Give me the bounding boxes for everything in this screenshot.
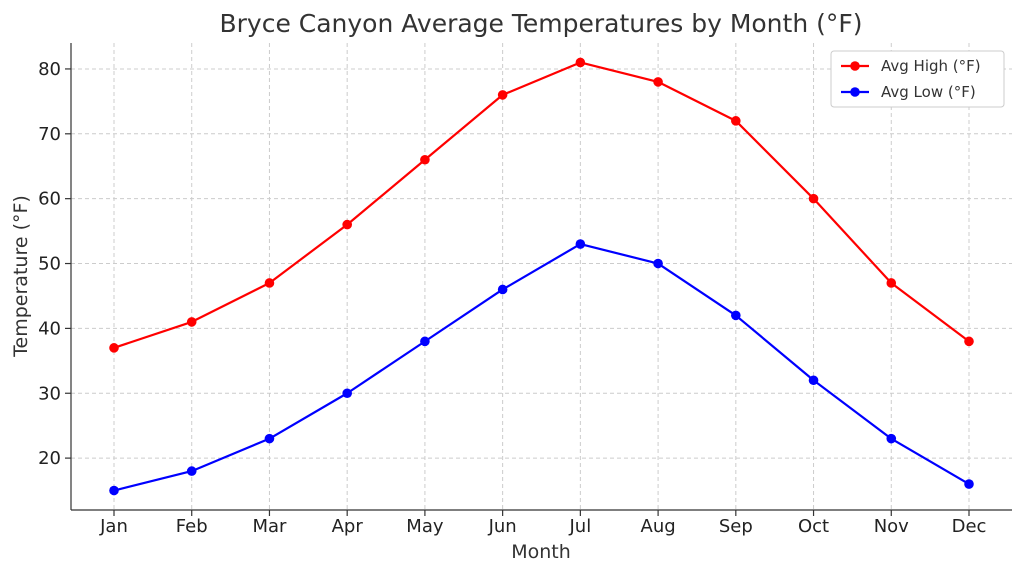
data-point <box>420 336 430 347</box>
x-tick-label: Mar <box>252 516 287 537</box>
data-point <box>653 77 663 87</box>
grid <box>71 43 1012 510</box>
data-point <box>342 219 352 230</box>
x-tick-label: Dec <box>952 516 987 537</box>
series-0 <box>109 57 974 353</box>
legend-label: Avg Low (°F) <box>881 83 976 101</box>
x-tick-label: Jul <box>569 516 592 537</box>
x-tick-label: May <box>406 516 444 537</box>
y-tick-label: 40 <box>38 318 61 339</box>
y-tick-label: 50 <box>38 254 61 275</box>
data-point <box>575 239 586 249</box>
x-tick-label: Jun <box>488 516 517 537</box>
data-point <box>264 433 275 444</box>
y-tick-label: 80 <box>38 59 61 80</box>
series-line <box>113 242 970 492</box>
data-point <box>186 466 197 476</box>
y-tick-label: 60 <box>38 189 61 210</box>
data-point <box>497 284 508 295</box>
x-axis-label: Month <box>511 541 571 563</box>
data-point <box>964 336 974 347</box>
x-tick-label: Feb <box>176 516 208 537</box>
x-tick-label: Sep <box>719 516 753 537</box>
legend-marker <box>850 61 860 71</box>
series-1 <box>109 239 974 496</box>
x-tick-label: Apr <box>332 516 364 537</box>
data-point <box>653 258 663 269</box>
data-point <box>342 388 352 399</box>
data-point <box>808 375 819 386</box>
data-point <box>731 310 741 321</box>
data-point <box>808 193 819 204</box>
data-point <box>575 57 586 68</box>
legend: Avg High (°F) Avg Low (°F) <box>830 50 1005 108</box>
data-point <box>886 278 897 288</box>
data-point <box>731 116 741 126</box>
data-point <box>109 485 119 496</box>
chart-title: Bryce Canyon Average Temperatures by Mon… <box>219 9 862 38</box>
x-tick-label: Nov <box>874 516 909 537</box>
x-tick-label: Oct <box>798 516 829 537</box>
data-point <box>186 317 197 327</box>
series-group <box>109 57 974 496</box>
axes: Jan Feb Mar Apr May Jun Jul Aug Sep Oct Nov Dec 20 30… <box>38 43 1012 537</box>
x-tick-label: Aug <box>641 516 676 537</box>
data-point <box>264 278 275 288</box>
legend-item: Avg High (°F) <box>841 57 981 75</box>
y-tick-label: 30 <box>38 383 61 404</box>
legend-label: Avg High (°F) <box>881 57 981 75</box>
y-axis-label: Temperature (°F) <box>10 195 32 358</box>
data-point <box>497 90 508 100</box>
data-point <box>420 154 430 165</box>
series-line <box>113 61 970 349</box>
x-tick-label: Jan <box>99 516 128 537</box>
data-point <box>109 343 119 353</box>
data-point <box>964 479 974 489</box>
legend-item: Avg Low (°F) <box>841 83 976 101</box>
legend-box <box>830 50 1005 108</box>
y-tick-label: 20 <box>38 448 61 469</box>
data-point <box>886 433 897 444</box>
y-tick-label: 70 <box>38 124 61 145</box>
legend-marker <box>850 87 860 97</box>
